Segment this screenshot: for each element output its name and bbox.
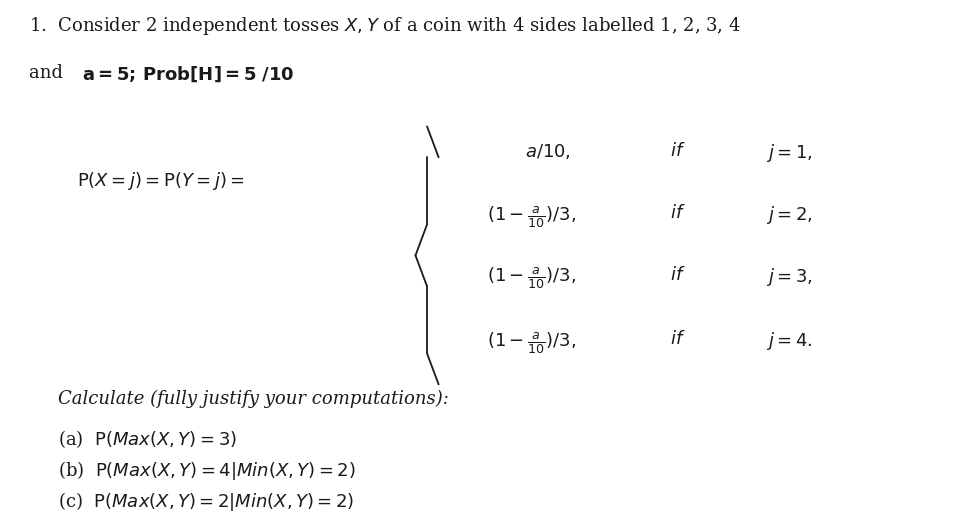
Text: $(1 - \frac{a}{10})/3,$: $(1 - \frac{a}{10})/3,$: [487, 330, 576, 356]
Text: $(1 - \frac{a}{10})/3,$: $(1 - \frac{a}{10})/3,$: [487, 204, 576, 230]
Text: (c)  $\mathrm{P}(\mathit{Max}(X,Y) = 2|\mathit{Min}(X,Y) = 2)$: (c) $\mathrm{P}(\mathit{Max}(X,Y) = 2|\m…: [58, 490, 354, 513]
Text: $\mathit{if}$: $\mathit{if}$: [670, 142, 685, 160]
Text: Calculate (fully justify your computations):: Calculate (fully justify your computatio…: [58, 390, 448, 408]
Text: $(1 - \frac{a}{10})/3,$: $(1 - \frac{a}{10})/3,$: [487, 266, 576, 292]
Text: $\mathbf{a = 5; \, Prob[H] = 5\ /10}$: $\mathbf{a = 5; \, Prob[H] = 5\ /10}$: [82, 64, 294, 84]
Text: and: and: [29, 64, 74, 83]
Text: $\mathit{if}$: $\mathit{if}$: [670, 266, 685, 284]
Text: 1.  Consider 2 independent tosses $X, Y$ of a coin with 4 sides labelled 1, 2, 3: 1. Consider 2 independent tosses $X, Y$ …: [29, 15, 740, 38]
Text: $j = 4.$: $j = 4.$: [766, 330, 813, 352]
Text: $\mathit{if}$: $\mathit{if}$: [670, 204, 685, 222]
Text: $j = 2,$: $j = 2,$: [766, 204, 813, 226]
Text: $a/10,$: $a/10,$: [525, 142, 572, 161]
Text: (a)  $\mathrm{P}(\mathit{Max}(X,Y) = 3)$: (a) $\mathrm{P}(\mathit{Max}(X,Y) = 3)$: [58, 428, 237, 450]
Text: $j = 1,$: $j = 1,$: [766, 142, 813, 164]
Text: $\mathit{if}$: $\mathit{if}$: [670, 330, 685, 348]
Text: $\mathrm{P}(X = j) = \mathrm{P}(Y = j) = $: $\mathrm{P}(X = j) = \mathrm{P}(Y = j) =…: [77, 170, 245, 192]
Text: (b)  $\mathrm{P}(\mathit{Max}(X,Y) = 4|\mathit{Min}(X,Y) = 2)$: (b) $\mathrm{P}(\mathit{Max}(X,Y) = 4|\m…: [58, 459, 356, 482]
Text: $j = 3,$: $j = 3,$: [766, 266, 813, 288]
